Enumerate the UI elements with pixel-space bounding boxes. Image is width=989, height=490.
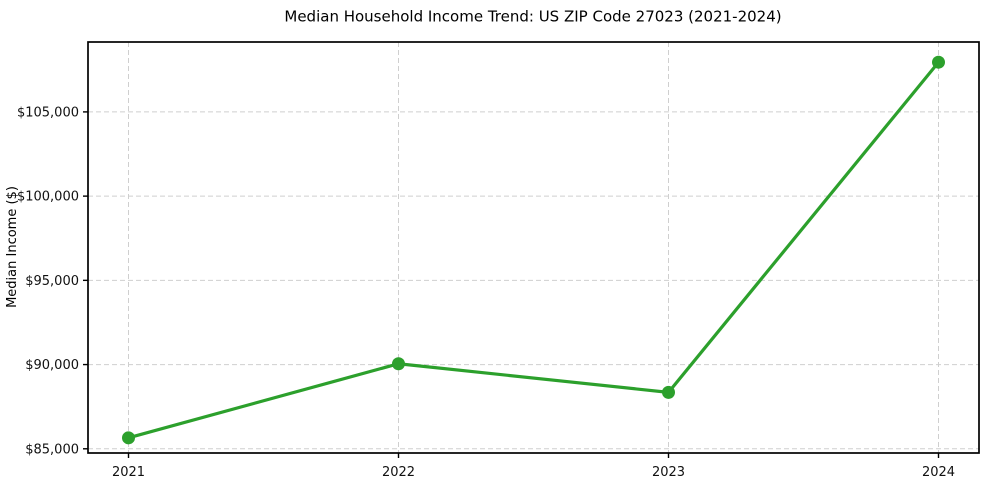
axes: $85,000 $90,000 $95,000 $100,000 $105,000 202… bbox=[17, 41, 980, 480]
y-tick-label: $90,000 bbox=[25, 358, 79, 373]
y-tick-label: $85,000 bbox=[25, 442, 79, 457]
y-tick-label: $105,000 bbox=[17, 105, 79, 120]
data-point-2022 bbox=[392, 357, 405, 371]
data-series bbox=[122, 55, 945, 445]
x-tick-label: 2021 bbox=[112, 465, 145, 480]
y-axis-label: Median Income ($) bbox=[5, 186, 20, 308]
data-point-2024 bbox=[932, 55, 945, 69]
chart-title: Median Household Income Trend: US ZIP Co… bbox=[284, 8, 781, 26]
y-tick-label: $100,000 bbox=[17, 190, 79, 205]
x-tick-label: 2022 bbox=[382, 465, 415, 480]
grid-lines bbox=[88, 42, 979, 453]
x-tick-label: 2024 bbox=[922, 465, 955, 480]
series-line bbox=[126, 60, 941, 440]
y-tick-label: $95,000 bbox=[25, 274, 79, 289]
x-tick-label: 2023 bbox=[652, 465, 685, 480]
data-point-2021 bbox=[122, 431, 135, 445]
plot-border bbox=[87, 41, 980, 454]
data-point-2023 bbox=[662, 385, 675, 399]
